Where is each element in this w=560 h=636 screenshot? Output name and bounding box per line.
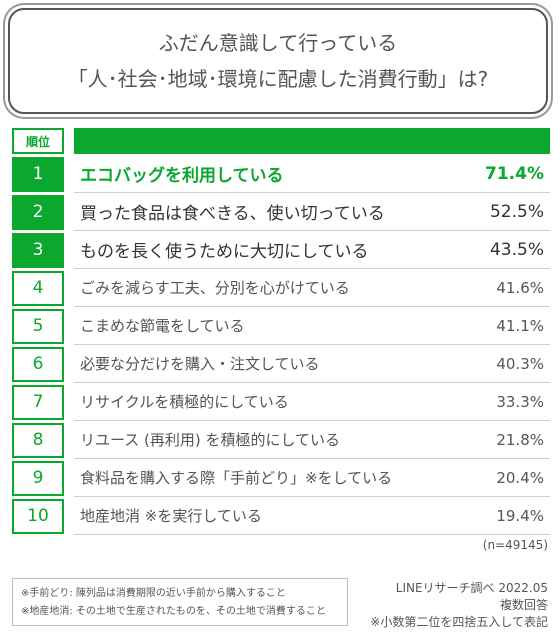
rank-cell: 9 [12,460,64,496]
table-row: ごみを減らす工夫、分別を心がけている 41.6% [74,269,550,307]
rank-cell: 10 [12,498,64,534]
row-value: 71.4% [485,163,544,184]
table-row: 食料品を購入する際「手前どり」※をしている 20.4% [74,459,550,497]
row-label: エコバッグを利用している [80,166,284,186]
notes-box: ※手前どり: 陳列品は消費期限の近い手前から購入すること ※地産地消: その土地… [12,578,348,626]
rank-column: 順位 1 2 3 4 5 6 7 8 9 10 [12,128,64,534]
table-row: ものを長く使うために大切にしている 43.5% [74,231,550,269]
title-line-2: 「人･社会･地域･環境に配慮した消費行動」は? [67,67,489,91]
rank-cell: 4 [12,270,64,306]
rank-cell: 5 [12,308,64,344]
source-line-1: LINEリサーチ調べ 2022.05 [395,581,548,595]
row-label: 買った食品は食べきる、使い切っている [80,204,385,224]
title-line-1: ふだん意識して行っている [158,31,398,55]
title-box: ふだん意識して行っている 「人･社会･地域･環境に配慮した消費行動」は? [8,8,548,114]
rank-cell: 7 [12,384,64,420]
table-row: 必要な分だけを購入・注文している 40.3% [74,345,550,383]
row-label: こまめな節電をしている [80,317,245,335]
table-row: こまめな節電をしている 41.1% [74,307,550,345]
row-value: 41.1% [496,316,544,335]
row-label: リユース (再利用) を積極的にしている [80,431,341,449]
rank-cell: 1 [12,156,64,192]
note-1: ※手前どり: 陳列品は消費期限の近い手前から購入すること [21,588,286,599]
note-2: ※地産地消: その土地で生産されたものを、その土地で消費すること [21,606,326,617]
table-row: 地産地消 ※を実行している 19.4% [74,497,550,535]
source-line-3: ※小数第二位を四捨五入して表記 [370,615,548,629]
row-value: 52.5% [489,201,544,222]
row-value: 43.5% [489,239,544,260]
row-value: 40.3% [496,354,544,373]
row-label: 食料品を購入する際「手前どり」※をしている [80,469,393,487]
row-label: リサイクルを積極的にしている [80,393,289,411]
row-label: ごみを減らす工夫、分別を心がけている [80,279,350,297]
sample-size: (n=49145) [482,538,548,552]
rank-header: 順位 [12,128,64,154]
table-row: エコバッグを利用している 71.4% [74,155,550,193]
row-label: ものを長く使うために大切にしている [80,242,369,262]
row-value: 41.6% [496,278,544,297]
rank-cell: 3 [12,232,64,268]
row-value: 19.4% [496,506,544,525]
rank-cell: 6 [12,346,64,382]
row-value: 33.3% [496,392,544,411]
rank-cell: 2 [12,194,64,230]
source-info: LINEリサーチ調べ 2022.05 複数回答 ※小数第二位を四捨五入して表記 [370,580,548,631]
row-value: 21.8% [496,430,544,449]
source-line-2: 複数回答 [499,598,548,612]
row-label: 地産地消 ※を実行している [80,507,262,525]
table-row: 買った食品は食べきる、使い切っている 52.5% [74,193,550,231]
header-bar [74,128,550,154]
table-row: リユース (再利用) を積極的にしている 21.8% [74,421,550,459]
table-row: リサイクルを積極的にしている 33.3% [74,383,550,421]
row-label: 必要な分だけを購入・注文している [80,355,320,373]
row-value: 20.4% [496,468,544,487]
rank-cell: 8 [12,422,64,458]
